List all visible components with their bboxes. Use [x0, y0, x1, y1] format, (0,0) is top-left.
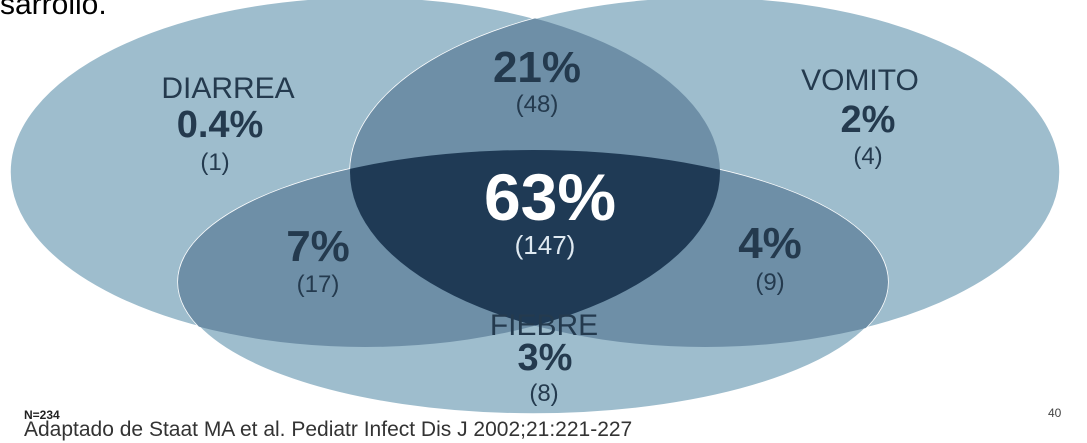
label-vomito-percent: 2%: [841, 99, 896, 141]
label-vomito-name: VOMITO: [801, 64, 919, 97]
source-citation: Adaptado de Staat MA et al. Pediatr Infe…: [24, 418, 633, 441]
label-all-percent: 63%: [484, 160, 616, 234]
sample-size: N=234: [24, 408, 60, 422]
label-diarrea-fiebre-count: (17): [297, 271, 340, 298]
label-diarrea-count: (1): [200, 149, 229, 176]
label-diarrea-name: DIARREA: [161, 72, 294, 105]
label-vomito-fiebre-count: (9): [755, 269, 784, 296]
label-fiebre-percent: 3%: [518, 337, 573, 379]
label-vomito-count: (4): [853, 143, 882, 170]
label-vomito-fiebre-percent: 4%: [738, 219, 802, 268]
label-diarrea-vomito-count: (48): [516, 91, 559, 118]
label-all-count: (147): [515, 230, 576, 260]
label-fiebre-name: FIEBRE: [490, 309, 598, 342]
label-diarrea-vomito-percent: 21%: [493, 43, 581, 92]
label-diarrea-percent: 0.4%: [177, 104, 264, 146]
label-fiebre-count: (8): [529, 380, 558, 407]
top-text-fragment: sarrollo.: [0, 0, 107, 21]
label-diarrea-fiebre-percent: 7%: [286, 222, 350, 271]
page-number: 40: [1048, 406, 1062, 420]
